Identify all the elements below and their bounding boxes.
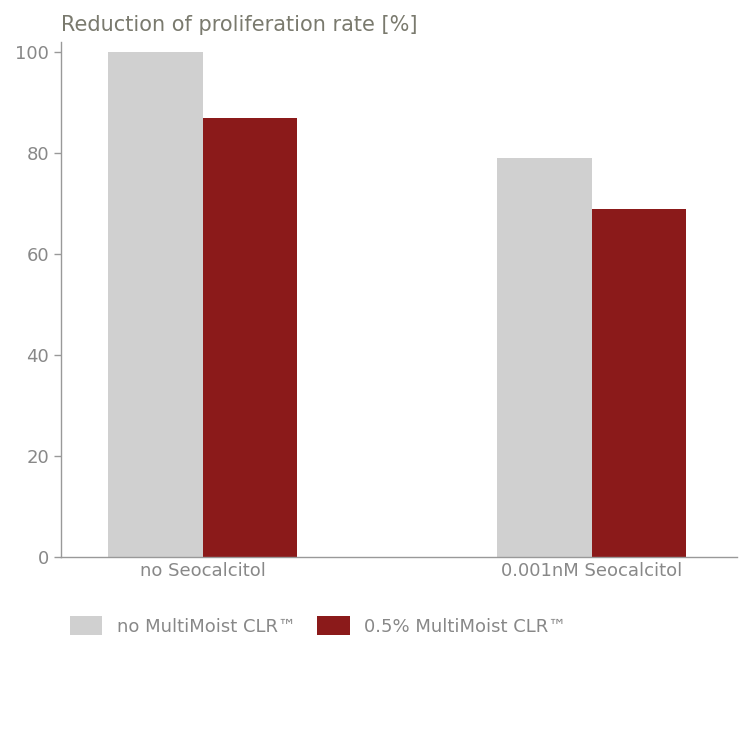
Legend: no MultiMoist CLR™, 0.5% MultiMoist CLR™: no MultiMoist CLR™, 0.5% MultiMoist CLR™	[70, 616, 566, 635]
Bar	[497, 158, 592, 557]
Bar	[203, 118, 297, 557]
Text: Reduction of proliferation rate [%]: Reduction of proliferation rate [%]	[61, 15, 417, 35]
Bar	[108, 52, 203, 557]
Bar	[592, 209, 687, 557]
